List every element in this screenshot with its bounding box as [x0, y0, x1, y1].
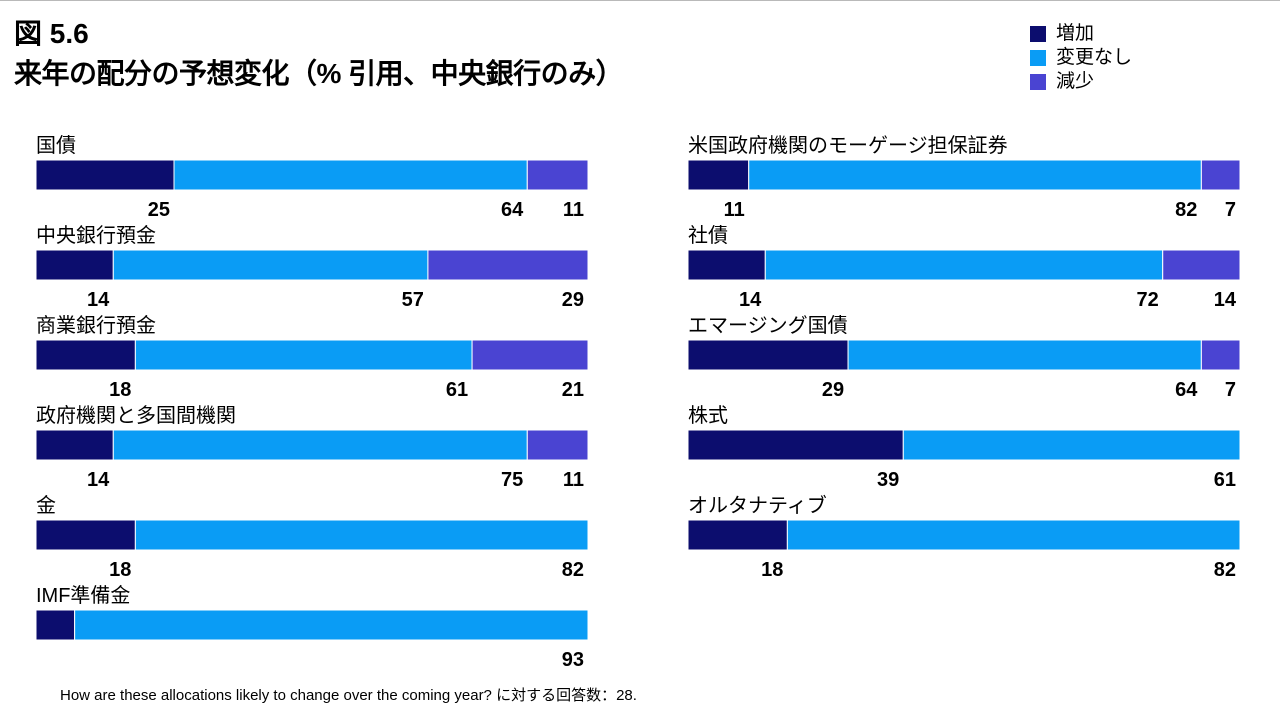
data-label: 72	[1136, 289, 1158, 311]
data-label: 18	[761, 559, 783, 581]
bar-segment-increase	[687, 159, 750, 191]
legend-swatch-unchanged	[1030, 50, 1046, 66]
bar-segment-unchanged	[748, 159, 1202, 191]
top-divider	[0, 0, 1280, 1]
data-label: 11	[724, 199, 745, 221]
figure-number: 図 5.6	[14, 18, 89, 49]
data-label: 82	[1214, 559, 1236, 581]
bar-segment-decrease	[427, 249, 589, 281]
data-label: 14	[87, 289, 110, 311]
bar-segment-unchanged	[74, 609, 589, 641]
data-label: 64	[501, 199, 524, 221]
bar-segment-decrease	[1200, 159, 1241, 191]
category-label: 商業銀行預金	[36, 314, 156, 337]
bar-segment-decrease	[1162, 249, 1241, 281]
category-label: IMF準備金	[36, 584, 130, 607]
category-label: 国債	[36, 134, 76, 157]
bar-segment-unchanged	[786, 519, 1241, 551]
data-label: 61	[1214, 469, 1236, 491]
bar-segment-unchanged	[112, 429, 528, 461]
bar-segment-increase	[35, 519, 136, 551]
category-label: 金	[36, 494, 56, 517]
data-label: 39	[877, 469, 899, 491]
category-label: 社債	[688, 224, 728, 247]
chart-title: 来年の配分の予想変化（% 引用、中央銀行のみ）	[14, 58, 624, 89]
data-label: 82	[1175, 199, 1197, 221]
bar-segment-increase	[35, 609, 76, 641]
category-label: オルタナティブ	[688, 493, 827, 517]
bar-segment-unchanged	[134, 519, 589, 551]
bar-segment-increase	[687, 249, 766, 281]
category-label: 株式	[688, 404, 728, 427]
bar-segment-decrease	[526, 429, 589, 461]
data-label: 75	[501, 469, 523, 491]
footnote: How are these allocations likely to chan…	[60, 687, 637, 704]
data-label: 14	[739, 289, 762, 311]
data-label: 14	[87, 469, 110, 491]
category-label: 米国政府機関のモーゲージ担保証券	[688, 134, 1008, 157]
data-label: 14	[1214, 289, 1237, 311]
data-label: 11	[563, 469, 584, 491]
bar-segment-increase	[35, 249, 114, 281]
bar-segment-unchanged	[173, 159, 528, 191]
data-label: 64	[1175, 379, 1198, 401]
legend-label-unchanged: 変更なし	[1056, 47, 1133, 68]
data-label: 7	[1225, 379, 1236, 401]
bar-segment-increase	[35, 159, 175, 191]
legend-item-increase: 増加	[1030, 22, 1132, 46]
bar-segment-decrease	[471, 339, 589, 371]
category-label: エマージング国債	[688, 314, 848, 337]
legend-swatch-decrease	[1030, 74, 1046, 90]
legend-label-decrease: 減少	[1056, 71, 1095, 92]
data-label: 29	[562, 289, 584, 311]
data-label: 7	[1225, 199, 1236, 221]
data-label: 18	[109, 559, 131, 581]
data-label: 93	[562, 649, 584, 671]
data-label: 61	[446, 379, 468, 401]
data-label: 21	[562, 379, 584, 401]
bar-segment-unchanged	[134, 339, 473, 371]
bar-segment-unchanged	[764, 249, 1164, 281]
legend-swatch-increase	[1030, 26, 1046, 42]
category-label: 政府機関と多国間機関	[36, 404, 236, 427]
category-label: 中央銀行預金	[36, 224, 156, 247]
bar-segment-unchanged	[847, 339, 1202, 371]
legend-item-unchanged: 変更なし	[1030, 46, 1132, 70]
data-label: 29	[822, 379, 844, 401]
bar-segment-increase	[687, 339, 849, 371]
legend-item-decrease: 減少	[1030, 70, 1132, 94]
data-label: 82	[562, 559, 584, 581]
bar-segment-decrease	[1200, 339, 1241, 371]
data-label: 25	[148, 199, 170, 221]
data-label: 57	[402, 289, 424, 311]
data-label: 11	[563, 199, 584, 221]
bar-segment-unchanged	[112, 249, 429, 281]
bar-segment-decrease	[526, 159, 589, 191]
bar-segment-increase	[35, 429, 114, 461]
bar-segment-unchanged	[902, 429, 1241, 461]
bar-segment-increase	[687, 429, 904, 461]
bar-segment-increase	[687, 519, 788, 551]
bar-segment-increase	[35, 339, 136, 371]
legend: 増加 変更なし 減少	[1030, 22, 1132, 94]
legend-label-increase: 増加	[1056, 23, 1095, 44]
data-label: 18	[109, 379, 131, 401]
